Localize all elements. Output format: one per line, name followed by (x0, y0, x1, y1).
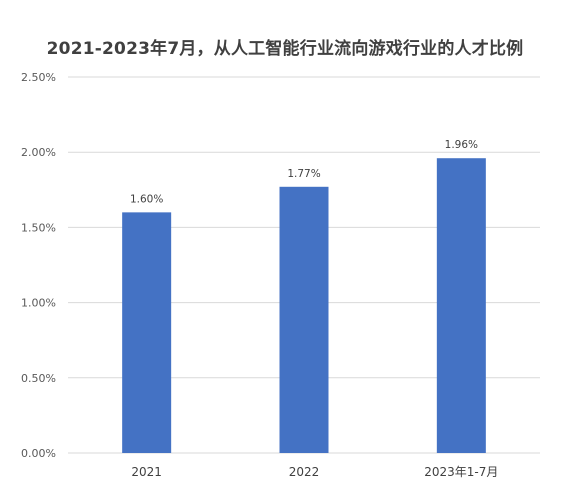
x-category-label: 2021 (131, 465, 162, 479)
data-labels: 1.60% 1.77% 1.96% (130, 139, 478, 205)
bars (122, 158, 486, 454)
y-tick-label: 1.00% (21, 297, 56, 310)
y-tick-label: 0.00% (21, 447, 56, 460)
y-tick-label: 2.50% (21, 71, 56, 84)
data-label: 1.96% (445, 139, 478, 151)
bar-0 (122, 212, 172, 453)
y-axis-ticks: 0.00% 0.50% 1.00% 1.50% 2.00% 2.50% (21, 71, 56, 460)
bar-2 (436, 158, 486, 453)
data-label: 1.77% (287, 168, 320, 180)
data-label: 1.60% (130, 193, 163, 205)
x-axis-categories: 2021 2022 2023年1-7月 (131, 465, 498, 479)
chart-title: 2021-2023年7月，从人工智能行业流向游戏行业的人才比例 (46, 39, 524, 59)
y-tick-label: 1.50% (21, 221, 56, 234)
y-tick-label: 0.50% (21, 372, 56, 385)
bar-1 (279, 186, 329, 454)
x-category-label: 2022 (289, 465, 320, 479)
y-tick-label: 2.00% (21, 146, 56, 159)
x-category-label: 2023年1-7月 (424, 465, 498, 479)
